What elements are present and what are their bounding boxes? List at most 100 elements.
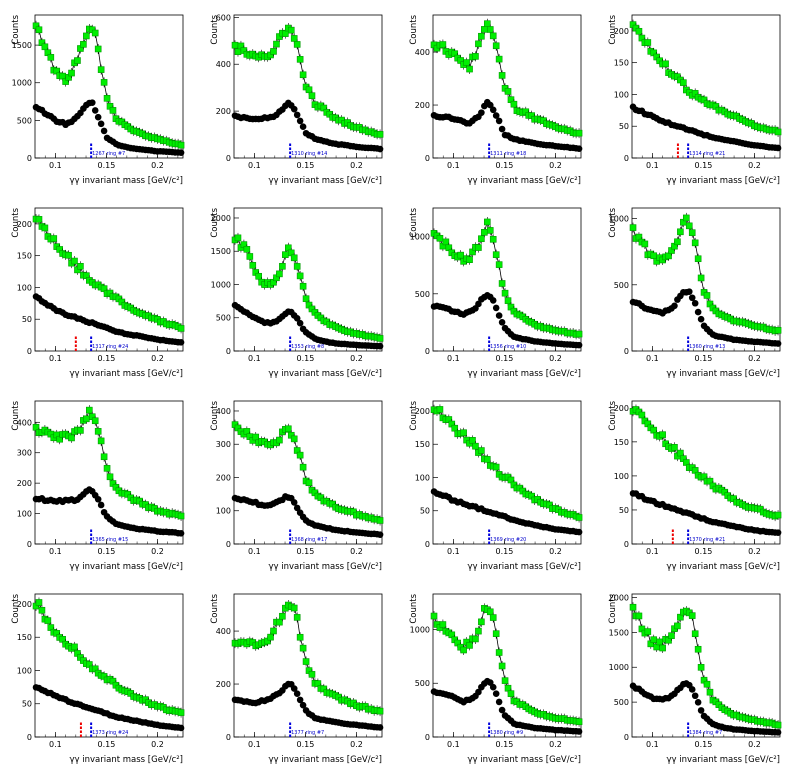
green-series-line <box>234 237 381 339</box>
green-point <box>243 246 251 253</box>
plot-frame <box>34 14 184 159</box>
y-tick-label: 0 <box>624 347 629 356</box>
black-point <box>100 127 108 135</box>
green-point <box>662 60 669 68</box>
x-tick-label: 0.2 <box>350 161 363 170</box>
black-point <box>489 106 497 114</box>
green-point <box>305 86 313 94</box>
y-tick-label: 100 <box>415 473 430 482</box>
run-ring-annotation: 1368 ring #17 <box>291 537 327 543</box>
chart-panel-9: 0 100 200 300 400 0.1 0.15 0.2 Counts γγ invarian… <box>11 400 185 572</box>
green-point <box>77 263 84 270</box>
green-point <box>489 32 497 40</box>
green-point <box>659 644 666 652</box>
green-point <box>481 26 488 33</box>
y-tick-label: 150 <box>415 440 430 449</box>
y-tick-label: 200 <box>216 680 231 689</box>
green-point <box>97 437 105 445</box>
green-point <box>47 54 55 61</box>
green-point <box>299 71 307 79</box>
green-series-line <box>632 607 779 726</box>
green-point <box>486 26 494 33</box>
green-point <box>495 649 503 656</box>
chart-panel-3: 0 200 400 0.1 0.15 0.2 Counts γγ invariant mass… <box>409 14 583 186</box>
green-point <box>629 224 637 231</box>
green-point <box>635 27 643 35</box>
green-point <box>650 636 658 643</box>
x-tick-label: 0.1 <box>646 354 659 363</box>
y-tick-label: 0 <box>425 733 430 742</box>
y-tick-label: 200 <box>17 600 32 609</box>
y-tick-label: 0 <box>226 540 231 549</box>
green-point <box>100 453 108 461</box>
green-point <box>293 41 301 48</box>
green-point <box>677 228 684 236</box>
green-point <box>688 612 696 619</box>
green-point <box>249 262 257 269</box>
green-point <box>296 56 304 63</box>
run-ring-annotation: 1384 ring #7 <box>689 730 722 736</box>
black-point <box>177 724 185 732</box>
run-ring-annotation: 1365 ring #15 <box>92 537 128 543</box>
black-point <box>495 117 503 125</box>
green-point <box>100 79 108 86</box>
green-point <box>430 612 438 620</box>
x-axis-label: γγ invariant mass [GeV/c²] <box>70 369 184 379</box>
green-point <box>484 218 491 226</box>
black-point <box>498 125 506 133</box>
black-point <box>774 144 782 152</box>
y-axis-label: Counts <box>608 14 618 44</box>
green-point <box>436 406 444 413</box>
chart-panel-12: 0 50 100 150 200 0.1 0.15 0.2 Counts γγ invariant… <box>608 400 782 572</box>
y-tick-label: 1000 <box>12 79 32 88</box>
y-tick-label: 0 <box>425 154 430 163</box>
run-ring-annotation: 1311 ring #18 <box>490 151 526 157</box>
black-point <box>97 120 105 128</box>
run-ring-annotation: 1370 ring #21 <box>689 537 725 543</box>
chart-panel-10: 0 100 200 300 400 0.1 0.15 0.2 Counts γγ invarian… <box>210 400 384 572</box>
green-point <box>495 261 503 268</box>
green-point <box>674 238 681 246</box>
green-point <box>466 256 473 263</box>
black-point <box>293 690 301 697</box>
plot-frame <box>432 593 582 738</box>
green-point <box>273 40 280 48</box>
y-axis-label: Counts <box>210 400 220 430</box>
black-point <box>671 302 678 310</box>
black-point <box>475 688 482 696</box>
black-point <box>293 504 301 512</box>
green-point <box>32 423 40 431</box>
y-tick-label: 0 <box>624 540 629 549</box>
x-axis-label: γγ invariant mass [GeV/c²] <box>269 562 383 572</box>
y-tick-label: 500 <box>415 679 430 688</box>
black-point <box>296 696 304 704</box>
plot-frame <box>432 14 582 159</box>
green-point <box>635 612 643 620</box>
y-axis-label: Counts <box>210 593 220 623</box>
green-point <box>703 292 711 299</box>
y-tick-label: 500 <box>216 314 231 323</box>
green-point <box>484 456 491 463</box>
black-point <box>489 297 497 304</box>
chart-panel-15: 0 500 1000 0.1 0.15 0.2 Counts γγ invariant mas… <box>409 593 583 765</box>
green-point <box>276 436 283 444</box>
x-tick-label: 0.15 <box>695 547 713 556</box>
black-point <box>88 99 96 106</box>
green-point <box>305 479 313 487</box>
y-axis-label: Counts <box>11 207 21 237</box>
y-tick-label: 2000 <box>211 214 231 223</box>
green-point <box>234 234 242 242</box>
green-point <box>489 236 497 243</box>
run-ring-annotation: 1369 ring #20 <box>490 537 526 543</box>
y-axis-label: Counts <box>11 14 21 44</box>
x-tick-label: 0.2 <box>549 547 562 556</box>
black-point <box>177 339 185 346</box>
green-point <box>94 428 102 435</box>
plot-frame <box>432 207 582 352</box>
green-point <box>489 614 497 621</box>
green-point <box>510 100 518 108</box>
y-tick-label: 0 <box>226 347 231 356</box>
green-point <box>501 677 509 684</box>
y-tick-label: 1500 <box>609 628 629 637</box>
green-point <box>50 235 58 242</box>
